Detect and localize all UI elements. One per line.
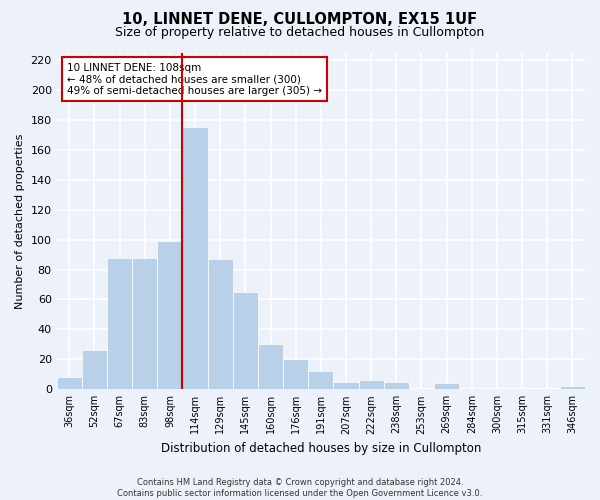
- Bar: [359, 380, 384, 390]
- Bar: [384, 382, 409, 390]
- Y-axis label: Number of detached properties: Number of detached properties: [15, 133, 25, 308]
- Bar: [132, 258, 157, 390]
- Bar: [157, 241, 182, 390]
- Text: Size of property relative to detached houses in Cullompton: Size of property relative to detached ho…: [115, 26, 485, 39]
- Text: 10, LINNET DENE, CULLOMPTON, EX15 1UF: 10, LINNET DENE, CULLOMPTON, EX15 1UF: [122, 12, 478, 28]
- Bar: [208, 259, 233, 390]
- Bar: [283, 360, 308, 390]
- Text: 10 LINNET DENE: 108sqm
← 48% of detached houses are smaller (300)
49% of semi-de: 10 LINNET DENE: 108sqm ← 48% of detached…: [67, 62, 322, 96]
- Bar: [560, 386, 585, 390]
- Bar: [334, 382, 359, 390]
- X-axis label: Distribution of detached houses by size in Cullompton: Distribution of detached houses by size …: [161, 442, 481, 455]
- Bar: [56, 378, 82, 390]
- Text: Contains HM Land Registry data © Crown copyright and database right 2024.
Contai: Contains HM Land Registry data © Crown c…: [118, 478, 482, 498]
- Bar: [107, 258, 132, 390]
- Bar: [182, 128, 208, 390]
- Bar: [233, 292, 258, 390]
- Bar: [258, 344, 283, 390]
- Bar: [434, 384, 459, 390]
- Bar: [308, 372, 334, 390]
- Bar: [82, 350, 107, 390]
